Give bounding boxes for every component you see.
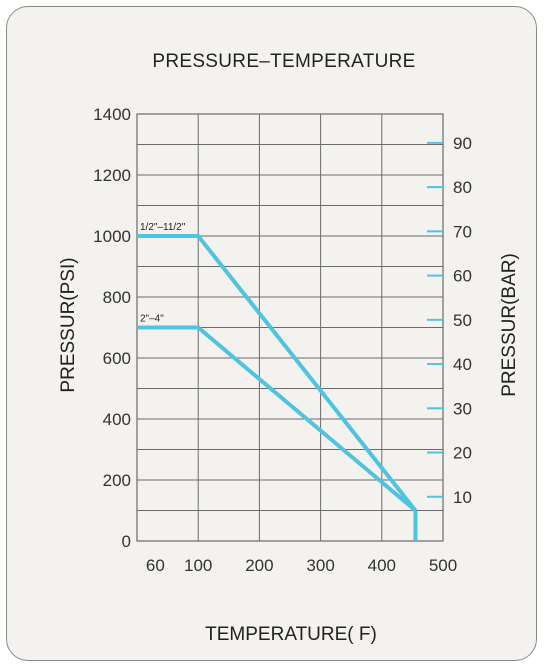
chart-card: [6, 6, 537, 661]
series-line-half-to-one-half-inch: [137, 234, 418, 512]
y2-tick-label: 50: [453, 311, 472, 330]
y2-axis-label: PRESSUR(BAR): [499, 253, 520, 397]
y-axis-label: PRESSUR(PSI): [58, 257, 79, 392]
y-tick-label: 600: [103, 349, 131, 368]
x-tick-label: 100: [184, 556, 212, 575]
y-tick-label: 400: [103, 410, 131, 429]
y2-tick-label: 30: [453, 399, 472, 418]
x-tick-label: 300: [306, 556, 334, 575]
y-tick-label: 0: [122, 532, 131, 551]
y-axis-ticks: 0 200 400 600 800 1000 1200 1400: [93, 105, 131, 551]
y2-tick-label: 80: [453, 178, 472, 197]
y2-tick-label: 40: [453, 355, 472, 374]
plot-grid: [136, 113, 444, 542]
chart-title: PRESSURE–TEMPERATURE: [152, 51, 415, 72]
y-tick-label: 1000: [93, 227, 131, 246]
series-label: 2"–4": [140, 314, 164, 325]
series-group: 1/2"–11/2" 2"–4": [137, 222, 418, 541]
y2-tick-label: 10: [453, 488, 472, 507]
x-tick-label: 400: [368, 556, 396, 575]
series-label: 1/2"–11/2": [140, 222, 186, 233]
series-line-two-to-four-inch: [137, 325, 417, 513]
y-tick-label: 1400: [93, 105, 131, 124]
y2-tick-label: 70: [453, 222, 472, 241]
x-axis-ticks: 60 100 200 300 400 500: [146, 556, 457, 575]
x-tick-label: 200: [245, 556, 273, 575]
x-axis-label: TEMPERATURE( F): [205, 624, 377, 645]
y-tick-label: 1200: [93, 166, 131, 185]
y2-tick-label: 90: [453, 134, 472, 153]
y-tick-label: 200: [103, 471, 131, 490]
x-tick-label: 60: [146, 556, 165, 575]
y2-tick-label: 60: [453, 267, 472, 286]
y-tick-label: 800: [103, 288, 131, 307]
y2-axis-ticks: 10 20 30 40 50 60 70 80 90: [427, 134, 472, 507]
x-tick-label: 500: [429, 556, 457, 575]
y2-tick-label: 20: [453, 444, 472, 463]
